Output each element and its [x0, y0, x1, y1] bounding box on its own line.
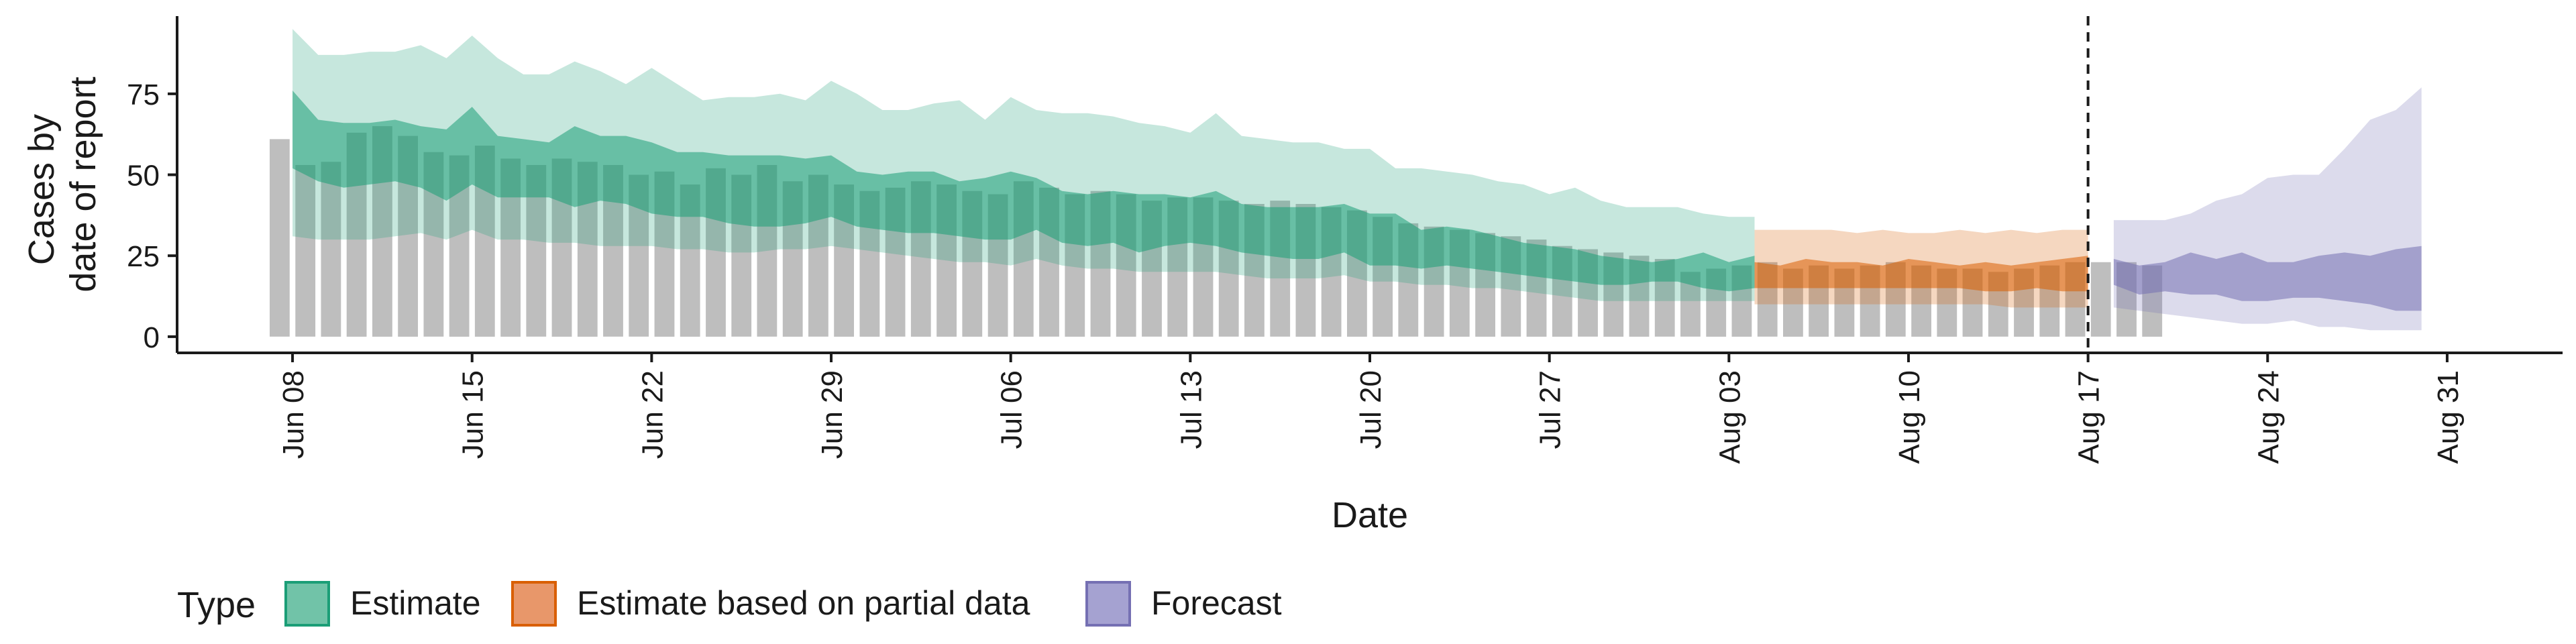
x-tick-label: Aug 03 — [1713, 370, 1746, 464]
x-tick-label: Jul 20 — [1354, 370, 1387, 449]
x-tick-label: Jun 08 — [277, 370, 310, 459]
reported-cases-bar — [321, 162, 341, 337]
x-tick-label: Jul 13 — [1175, 370, 1208, 449]
x-tick-label: Aug 31 — [2432, 370, 2465, 464]
estimate-bands — [292, 29, 2422, 331]
x-tick-label: Aug 24 — [2252, 370, 2285, 464]
y-axis-title-line-1: Cases by — [21, 114, 62, 265]
inner-interval-band — [292, 91, 1755, 292]
legend: Type Estimate Estimate based on partial d… — [177, 581, 1282, 627]
legend-title: Type — [177, 585, 256, 625]
x-tick-label: Jun 29 — [816, 370, 849, 459]
y-tick-label: 50 — [127, 160, 160, 193]
plot-panel — [270, 16, 2422, 353]
x-axis-title: Date — [1332, 495, 1408, 535]
legend-key — [1085, 581, 1131, 627]
reported-cases-bar — [270, 139, 290, 337]
y-tick-label: 75 — [127, 78, 160, 111]
y-tick-label: 25 — [127, 240, 160, 273]
x-tick-label: Aug 17 — [2073, 370, 2106, 464]
x-tick-label: Jun 22 — [636, 370, 669, 459]
inner-interval-band — [1754, 256, 2088, 292]
inner-interval-band — [2113, 246, 2422, 311]
legend-key — [284, 581, 330, 627]
legend-label: Estimate — [350, 584, 481, 622]
reported-cases-bar — [2090, 262, 2111, 337]
x-tick-label: Aug 10 — [1893, 370, 1926, 464]
x-tick-label: Jul 06 — [996, 370, 1028, 449]
y-tick-label: 0 — [144, 321, 160, 354]
x-tick-label: Jun 15 — [457, 370, 490, 459]
legend-items: Estimate Estimate based on partial data Fo… — [284, 581, 1282, 627]
x-axis-ticks: Jun 08 Jun 15 Jun 22 Jun 29 Jul 06 Jul 13 Jul … — [277, 353, 2465, 464]
y-axis-title: Cases by date of report — [21, 76, 103, 292]
legend-label: Forecast — [1151, 584, 1282, 622]
y-axis-title-line-2: date of report — [63, 76, 103, 292]
x-tick-label: Jul 27 — [1534, 370, 1567, 449]
legend-label: Estimate based on partial data — [577, 584, 1030, 622]
legend-key — [511, 581, 557, 627]
y-axis-ticks: 0 25 50 75 — [127, 78, 177, 354]
reported-cases-bar — [295, 165, 316, 337]
